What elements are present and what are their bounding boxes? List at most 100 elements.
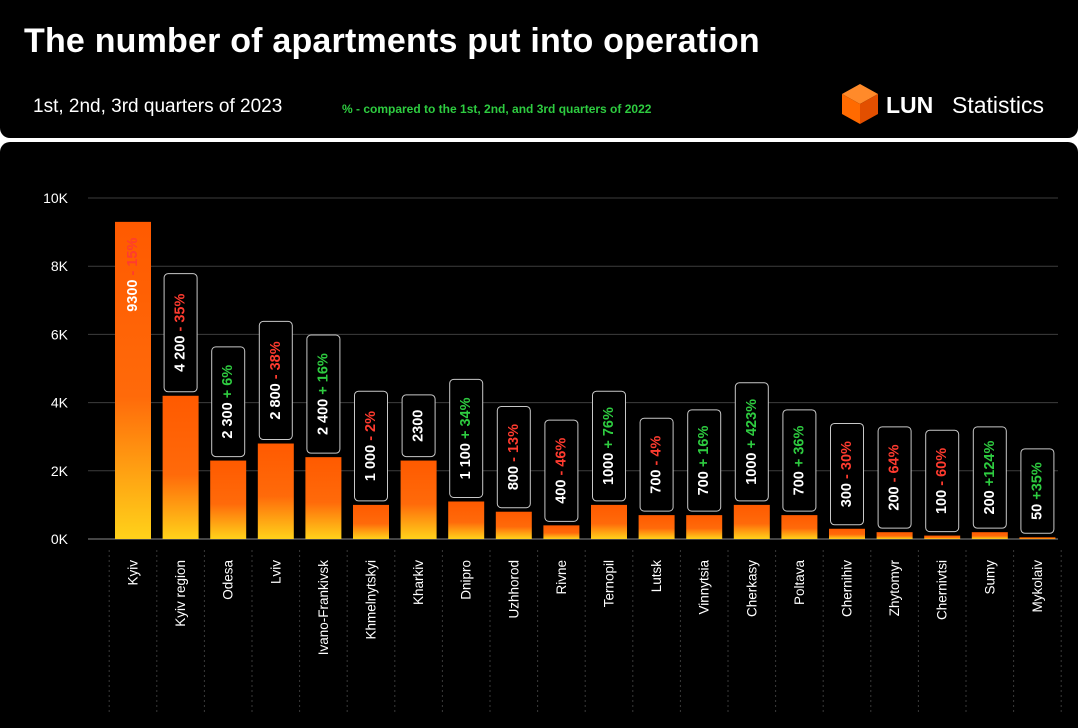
value-label-box (925, 429, 960, 533)
value-label: 700 + 36% (791, 426, 807, 496)
header: The number of apartments put into operat… (0, 0, 1078, 138)
value-label: 1 100 + 34% (458, 397, 474, 479)
value-amount: 50 (1029, 504, 1045, 520)
bar (829, 528, 865, 539)
value-amount: 2 300 (220, 402, 236, 438)
value-label-box (496, 405, 531, 509)
chart-panel: 0K 2K 4K 6K 8K 10K 9300 - 15% 4 200 - 35% 2 300… (0, 142, 1078, 728)
value-label: 2 400 + 16% (315, 353, 331, 435)
bar (448, 501, 485, 539)
value-label-box (211, 346, 246, 458)
comparison-note: % - compared to the 1st, 2nd, and 3rd qu… (342, 102, 652, 116)
value-label: 50 +35% (1029, 462, 1045, 520)
brand-name: LUN (886, 92, 934, 118)
x-category-label: Ivano-Frankivsk (316, 560, 331, 656)
value-amount: 4 200 (173, 336, 189, 372)
value-amount: 700 (791, 471, 807, 495)
y-tick-label: 0K (51, 531, 69, 547)
value-label-box (592, 390, 626, 502)
change-percent: - 60% (934, 448, 950, 490)
value-amount: 300 (839, 483, 855, 507)
bar (257, 443, 294, 539)
bar (781, 515, 818, 539)
value-label: 100 - 60% (934, 448, 950, 514)
change-percent: + 16% (315, 353, 331, 399)
change-percent: + 16% (696, 426, 712, 472)
value-label-box (830, 422, 864, 526)
value-label: 2 800 - 38% (268, 341, 284, 419)
x-category-label: Khmelnytskyi (364, 560, 379, 640)
value-amount: 1000 (744, 453, 760, 485)
bar (591, 504, 627, 539)
value-label-box (1020, 448, 1055, 534)
bar (353, 504, 389, 539)
bar (162, 395, 199, 539)
value-amount: 2 800 (268, 383, 284, 419)
x-category-label: Lviv (268, 560, 283, 584)
value-amount: 1000 (601, 453, 617, 485)
value-label-box (163, 273, 198, 393)
value-label-box (306, 334, 341, 454)
x-category-label: Vinnytsia (697, 560, 712, 615)
change-percent: - 15% (125, 238, 141, 280)
value-amount: 1 000 (363, 445, 379, 481)
change-percent: - 2% (363, 411, 379, 445)
value-label-box (354, 390, 388, 502)
value-amount: 200 (982, 490, 998, 514)
value-label: 200 - 64% (887, 444, 903, 510)
bar (305, 457, 342, 539)
x-category-label: Sumy (982, 560, 997, 595)
brand-subtitle: Statistics (952, 92, 1045, 118)
bar (495, 511, 532, 539)
value-amount: 800 (506, 466, 522, 490)
change-percent: + 34% (458, 397, 474, 443)
value-label: 9300 - 15% (125, 238, 141, 312)
value-label-box (687, 409, 722, 512)
value-label: 2300 (411, 410, 427, 442)
value-amount: 2300 (411, 410, 427, 442)
value-label: 1000 + 76% (601, 407, 617, 485)
change-percent: +124% (982, 441, 998, 491)
bar (971, 532, 1008, 539)
change-percent: - 35% (173, 294, 189, 336)
y-tick-label: 8K (51, 258, 69, 274)
x-category-label: Rivne (554, 560, 569, 595)
value-amount: 2 400 (315, 399, 331, 435)
change-percent: - 30% (839, 441, 855, 483)
cube-logo-icon (842, 84, 878, 124)
bar (638, 515, 675, 539)
value-label: 4 200 - 35% (173, 294, 189, 372)
value-label: 1000 + 423% (744, 399, 760, 485)
bar (733, 504, 770, 539)
value-label: 700 + 16% (696, 426, 712, 496)
bar (876, 532, 913, 539)
value-label: 400 - 46% (553, 438, 569, 504)
change-percent: + 423% (744, 399, 760, 453)
change-percent: - 46% (553, 438, 569, 480)
x-category-label: Cherkasy (744, 560, 759, 617)
value-label-box (258, 320, 293, 441)
x-category-label: Dnipro (459, 560, 474, 600)
bar-chart: 0K 2K 4K 6K 8K 10K 9300 - 15% 4 200 - 35% 2 300… (43, 190, 1062, 714)
bar (924, 535, 961, 539)
value-amount: 100 (934, 490, 950, 514)
value-amount: 400 (553, 480, 569, 504)
bar (686, 515, 723, 539)
x-category-label: Poltava (792, 560, 807, 606)
value-label: 200 +124% (982, 441, 998, 515)
value-label-box (449, 378, 484, 498)
change-percent: + 36% (791, 426, 807, 472)
value-label: 700 - 4% (649, 436, 665, 494)
value-label: 2 300 + 6% (220, 365, 236, 439)
change-percent: +35% (1029, 462, 1045, 504)
x-category-label: Ternopil (602, 560, 617, 607)
x-category-label: Kharkiv (411, 560, 426, 605)
bar (400, 460, 437, 539)
x-category-label: Kyiv (126, 560, 141, 586)
value-label-box (544, 419, 579, 522)
x-category-label: Zhytomyr (887, 560, 902, 617)
bar (543, 525, 580, 539)
y-tick-label: 10K (43, 190, 69, 206)
change-percent: + 6% (220, 365, 236, 403)
x-category-label: Chernivtsi (935, 560, 950, 620)
